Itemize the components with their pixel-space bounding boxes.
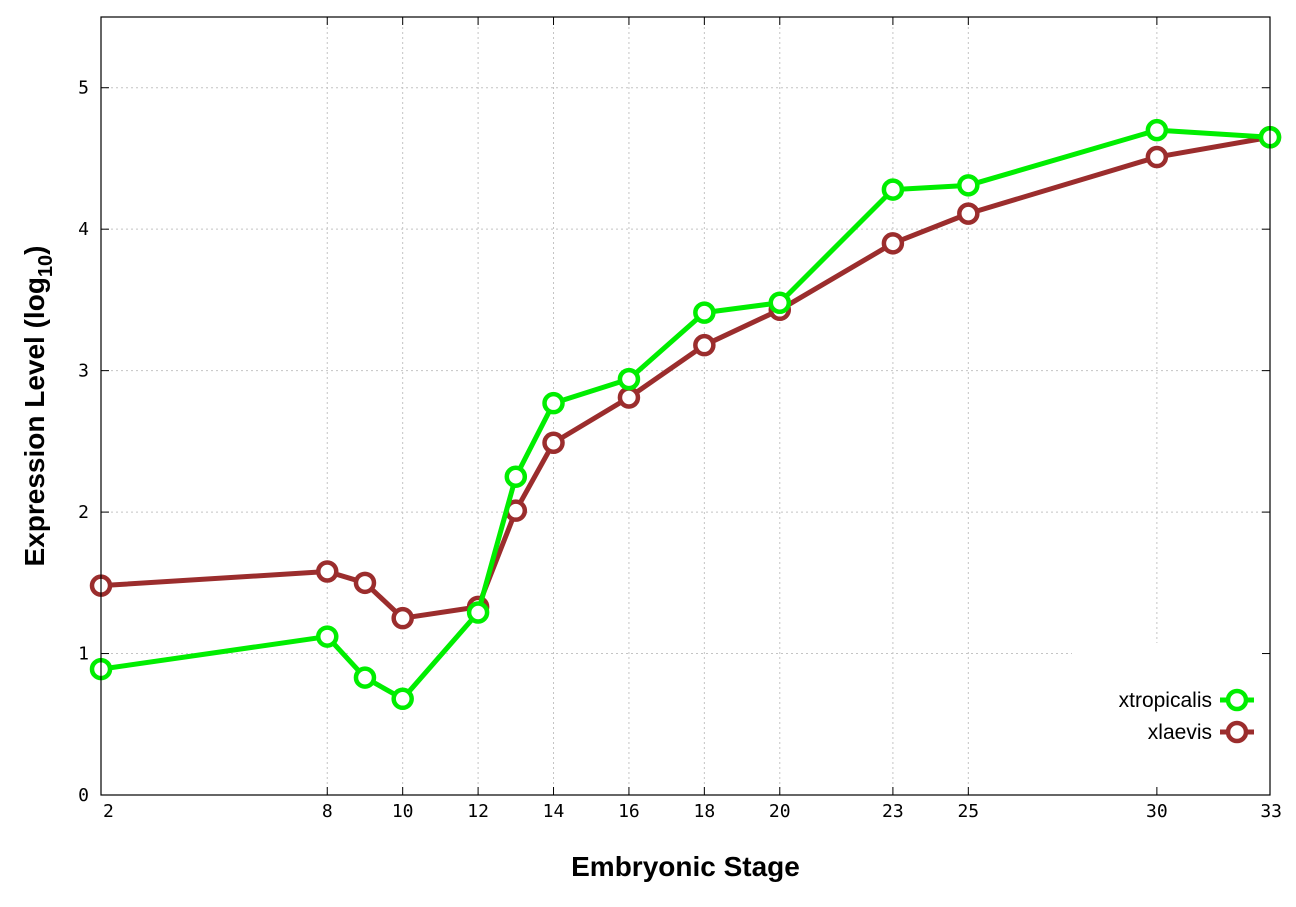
data-point (542, 391, 565, 415)
data-point (1145, 118, 1169, 142)
legend-swatch-marker (1225, 688, 1249, 712)
x-tick-label: 2 (103, 801, 114, 822)
y-axis-title-subscript: 10 (35, 255, 57, 277)
legend-entry-xlaevis: xlaevis (1148, 720, 1254, 744)
x-tick-label: 20 (769, 801, 791, 822)
y-tick-label: 4 (78, 219, 89, 240)
data-point (542, 431, 565, 455)
legend-box (1072, 643, 1268, 793)
axis-ticks (100, 17, 1271, 796)
y-tick-label: 3 (78, 361, 89, 382)
x-tick-label: 14 (543, 801, 565, 822)
x-tick-label: 30 (1146, 801, 1168, 822)
data-point (504, 465, 528, 488)
plot-frame (100, 16, 1271, 796)
y-tick-label: 2 (78, 502, 89, 523)
y-tick-label: 1 (78, 644, 89, 665)
data-point (391, 606, 414, 630)
data-point (353, 571, 377, 595)
y-axis-title-end: ) (19, 246, 50, 255)
x-tick-label: 25 (957, 801, 979, 822)
x-tick-label: 12 (467, 801, 489, 822)
y-axis-title: Expression Level (log10) (19, 246, 57, 567)
data-point (617, 367, 641, 391)
legend-label: xtropicalis (1119, 689, 1212, 712)
data-point (957, 202, 980, 225)
x-tick-label: 23 (882, 801, 904, 822)
data-point (617, 386, 641, 409)
legend-background (1072, 643, 1268, 793)
data-point (1145, 145, 1169, 169)
data-point (768, 291, 792, 314)
x-tick-label: 10 (392, 801, 414, 822)
x-tick-label: 33 (1260, 801, 1282, 822)
x-tick-label: 16 (618, 801, 640, 822)
x-axis-title: Embryonic Stage (571, 851, 800, 882)
x-tick-label: 18 (694, 801, 716, 822)
data-point (353, 666, 377, 689)
legend-label: xlaevis (1148, 721, 1212, 744)
data-point (316, 560, 339, 583)
y-tick-label: 0 (78, 785, 89, 806)
series-xlaevis (89, 125, 1282, 630)
data-point (391, 687, 414, 711)
data-point (957, 174, 980, 197)
legend: xtropicalis xlaevis (1119, 688, 1254, 744)
data-point (693, 333, 716, 357)
series-layer (89, 118, 1282, 711)
series-xtropicalis (89, 118, 1282, 711)
legend-swatch-marker (1225, 720, 1249, 744)
data-point (881, 232, 905, 255)
data-point (466, 601, 490, 624)
data-point (316, 625, 339, 648)
legend-entry-xtropicalis: xtropicalis (1119, 688, 1254, 712)
y-tick-label: 5 (78, 78, 89, 99)
data-point (881, 178, 905, 201)
data-point (693, 301, 716, 324)
y-axis-title-main: Expression Level (log (19, 277, 50, 566)
x-tick-label: 8 (322, 801, 333, 822)
